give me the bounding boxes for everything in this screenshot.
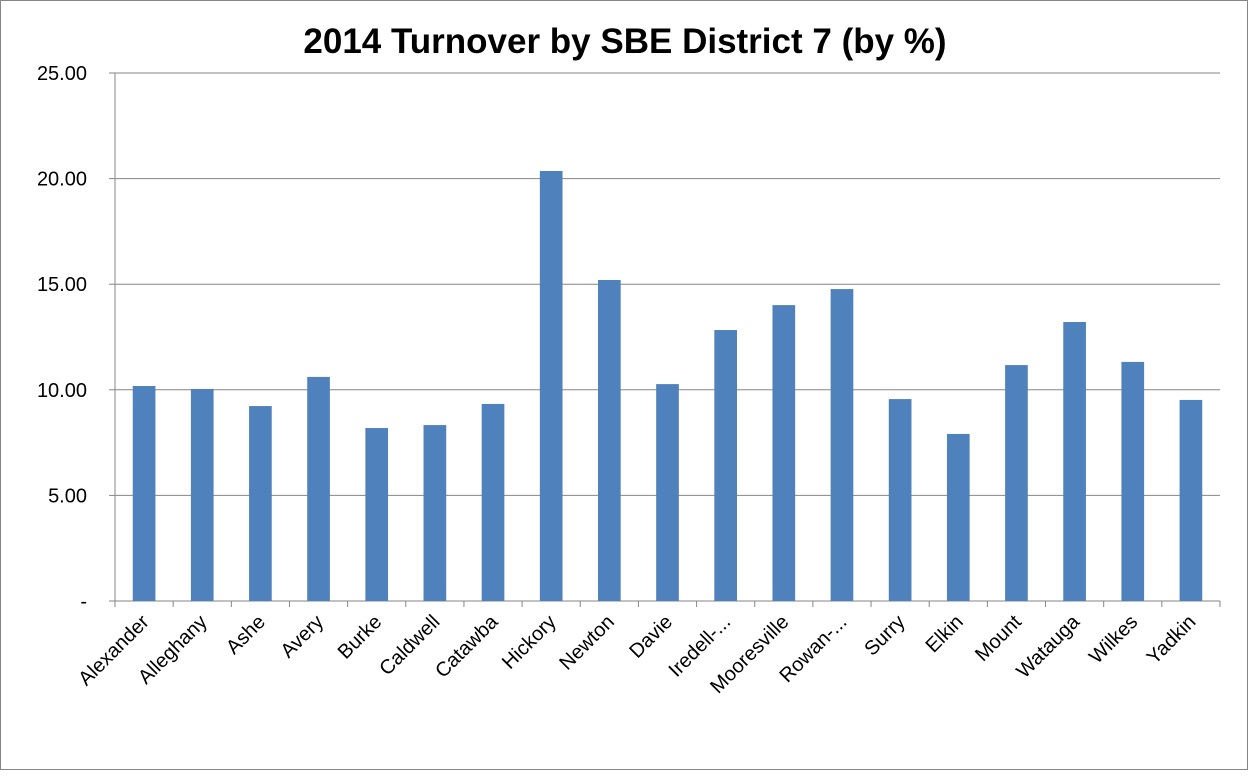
bar (1121, 361, 1145, 601)
y-tick-label: 10.00 (37, 380, 87, 402)
bar (1179, 399, 1203, 601)
bar (830, 289, 854, 601)
bar (423, 425, 447, 601)
y-tick-label: 20.00 (37, 169, 87, 191)
bar (481, 403, 505, 601)
bar (888, 399, 912, 601)
bar (1005, 365, 1028, 601)
y-tick-label: 5.00 (48, 485, 87, 507)
bar (598, 279, 621, 601)
y-tick-label: 15.00 (37, 274, 87, 296)
bar (249, 406, 272, 601)
bar (365, 428, 389, 601)
bar (132, 385, 156, 601)
bar (772, 305, 796, 601)
bar (946, 433, 970, 601)
bar (190, 388, 214, 601)
chart-title: 2014 Turnover by SBE District 7 (by %) (303, 22, 946, 61)
bar (714, 330, 737, 601)
y-tick-label: 25.00 (37, 63, 87, 85)
bar (656, 384, 679, 601)
y-tick-label: - (80, 591, 87, 613)
bar (307, 376, 330, 601)
bar (1063, 322, 1086, 601)
bar (539, 170, 563, 601)
